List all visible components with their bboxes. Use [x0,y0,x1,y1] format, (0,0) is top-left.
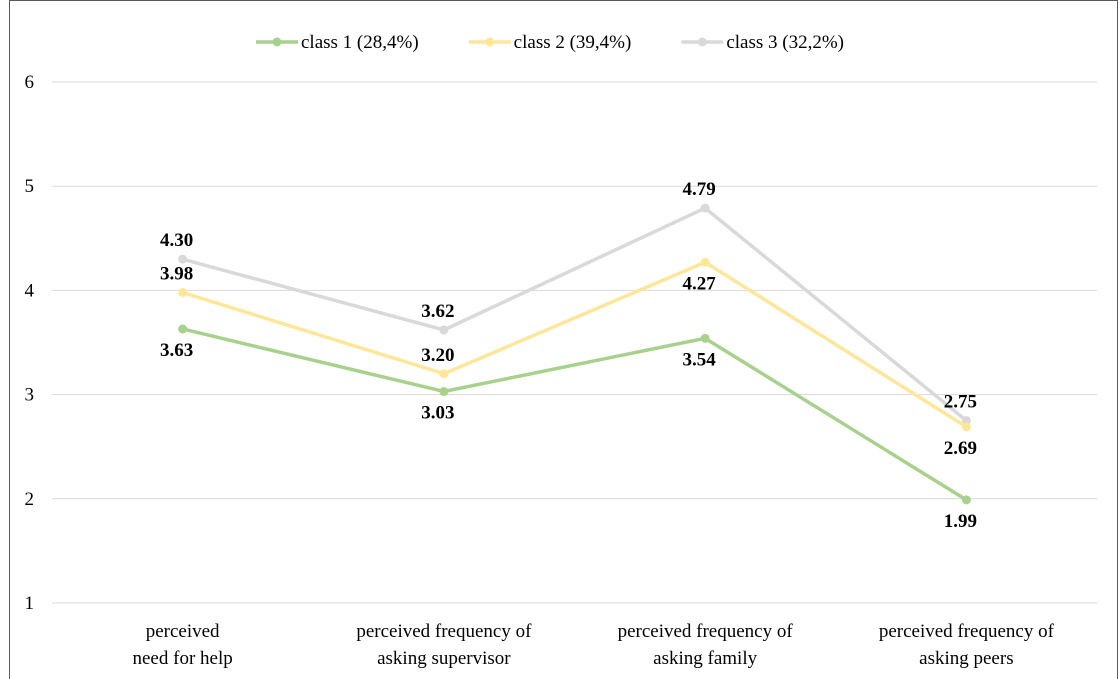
x-category-label: perceived frequency of asking family [618,621,794,669]
x-category-line: asking supervisor [377,648,511,669]
data-labels: 3.63 3.03 3.54 1.99 3.98 3.20 4.27 2.69 4.30 3.62… [160,179,977,532]
y-tick-label: 4 [25,280,35,301]
chart-frame [9,0,1118,679]
data-label: 1.99 [944,511,977,532]
data-point [700,333,710,343]
x-axis: perceived need for help perceived frequenc… [133,621,1055,669]
x-category-line: perceived frequency of [618,621,794,642]
legend: class 1 (28,4%) class 2 (39,4%) class 3 (3… [256,32,844,53]
series-line [182,327,968,502]
legend-swatch-marker [485,37,495,47]
x-category-line: asking peers [919,648,1013,669]
data-label: 3.54 [683,349,717,370]
data-label: 2.69 [944,438,977,459]
x-category-line: perceived [146,621,220,642]
data-point [961,495,971,505]
x-category-label: perceived frequency of asking supervisor [356,621,532,669]
legend-item: class 3 (32,2%) [681,32,844,53]
legend-label: class 1 (28,4%) [301,32,419,53]
legend-label: class 2 (39,4%) [514,32,632,53]
y-tick-label: 2 [25,489,35,510]
y-tick-label: 1 [25,593,35,614]
data-label: 4.27 [683,273,717,294]
data-point [439,369,449,379]
gridlines [52,81,1097,604]
data-point [178,254,188,264]
y-tick-label: 3 [25,385,35,406]
data-point [178,324,188,334]
data-label: 3.62 [421,301,454,322]
x-category-line: perceived frequency of [879,621,1055,642]
data-label: 3.20 [421,345,454,366]
data-label: 3.98 [160,263,193,284]
data-label: 2.75 [944,392,977,413]
data-label: 3.63 [160,340,193,361]
data-point [961,422,971,432]
legend-label: class 3 (32,2%) [726,32,844,53]
x-category-label: perceived need for help [133,621,233,669]
legend-swatch-marker [697,37,707,47]
legend-item: class 1 (28,4%) [256,32,419,53]
data-point [961,416,971,426]
legend-swatch-marker [272,37,282,47]
legend-item: class 2 (39,4%) [468,32,632,53]
data-label: 4.79 [683,179,716,200]
data-point [439,386,449,396]
data-label: 4.30 [160,230,193,251]
data-point [439,325,449,335]
data-label: 3.03 [421,402,454,423]
data-point [700,257,710,267]
data-point [178,287,188,297]
y-tick-label: 5 [25,176,35,197]
series-line [182,260,968,429]
data-point [700,203,710,213]
x-category-line: asking family [653,648,757,669]
x-category-label: perceived frequency of asking peers [879,621,1055,669]
x-category-line: need for help [133,648,233,669]
series-lines [178,203,971,505]
series-line [182,206,968,423]
y-tick-label: 6 [25,72,35,93]
x-category-line: perceived frequency of [356,621,532,642]
y-axis: 1 2 3 4 5 6 [25,72,35,614]
